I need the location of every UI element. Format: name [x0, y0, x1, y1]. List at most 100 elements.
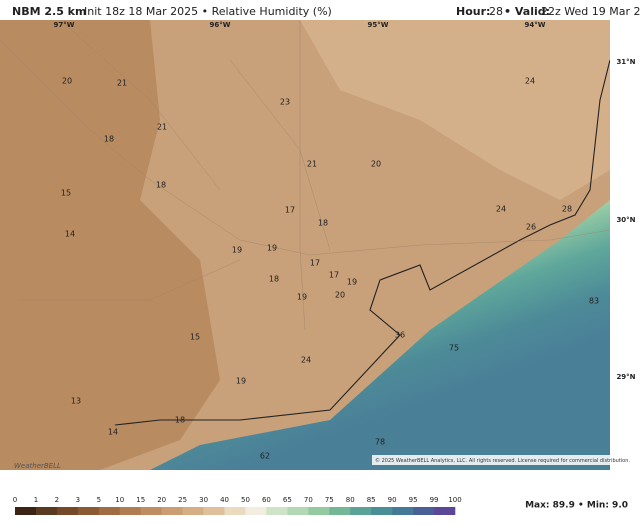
point-value: 83 [589, 297, 599, 306]
point-value: 17 [285, 206, 295, 215]
point-value: 19 [267, 244, 277, 253]
colorbar-swatch [434, 507, 456, 515]
colorbar-label: 60 [262, 496, 271, 504]
copyright-box [372, 455, 610, 465]
colorbar-swatch [77, 507, 100, 515]
colorbar-label: 70 [304, 496, 313, 504]
point-value: 15 [190, 333, 200, 342]
point-value: 36 [395, 331, 405, 340]
logo: WeatherBELL [14, 462, 61, 470]
colorbar-label: 40 [220, 496, 229, 504]
roads-borders [0, 19, 611, 331]
colorbar-swatch [266, 507, 288, 515]
colorbar-label: 80 [346, 496, 355, 504]
point-value: 15 [61, 189, 71, 198]
colorbar-label: 65 [283, 496, 292, 504]
colorbar-label: 85 [367, 496, 376, 504]
point-value: 18 [318, 219, 328, 228]
point-value: 23 [280, 98, 290, 107]
valid-time: 22z Wed 19 Mar 2025 [541, 5, 640, 18]
latitude-label: 29°N [616, 373, 635, 381]
point-value: 21 [117, 79, 127, 88]
point-value: 21 [307, 160, 317, 169]
colorbar-swatch [308, 507, 330, 515]
header-bar [0, 0, 640, 20]
point-value: 20 [335, 291, 345, 300]
point-value: 26 [526, 223, 536, 232]
colorbar-swatch [245, 507, 267, 515]
point-value: 19 [236, 377, 246, 386]
point-value: 75 [449, 344, 459, 353]
point-value: 18 [104, 135, 114, 144]
point-value: 18 [269, 275, 279, 284]
colorbar-swatch [56, 507, 79, 515]
colorbar-label: 90 [388, 496, 397, 504]
point-value: 18 [175, 416, 185, 425]
point-value: 18 [156, 181, 166, 190]
colorbar-label: 100 [448, 496, 461, 504]
colorbar-label: 0 [13, 496, 17, 504]
point-value: 17 [310, 259, 320, 268]
longitude-label: 95°W [368, 21, 389, 29]
colorbar-label: 95 [409, 496, 418, 504]
colorbar-label: 75 [325, 496, 334, 504]
valid-label: • Valid: [504, 5, 550, 18]
point-value: 19 [297, 293, 307, 302]
colorbar-label: 5 [97, 496, 101, 504]
right-margin [610, 20, 640, 470]
colorbar-label: 15 [136, 496, 145, 504]
colorbar-swatch [329, 507, 351, 515]
colorbar-label: 99 [430, 496, 439, 504]
point-value: 19 [347, 278, 357, 287]
colorbar-swatch [371, 507, 393, 515]
colorbar-swatch [392, 507, 414, 515]
colorbar-swatch [15, 507, 37, 515]
gulf [150, 200, 610, 470]
colorbar-label: 3 [76, 496, 80, 504]
colorbar-label: 10 [115, 496, 124, 504]
hour-label: Hour: [456, 5, 490, 18]
longitude-label: 94°W [525, 21, 546, 29]
colorbar-label: 30 [199, 496, 208, 504]
dry-west [0, 20, 220, 470]
colorbar-swatch [182, 507, 204, 515]
colorbar-swatch [287, 507, 309, 515]
point-value: 20 [371, 160, 381, 169]
colorbar-label: 2 [55, 496, 59, 504]
hour: 28 [489, 5, 503, 18]
point-value: 21 [157, 123, 167, 132]
colorbar-swatch [224, 507, 246, 515]
point-value: 24 [496, 205, 506, 214]
point-value: 14 [108, 428, 118, 437]
colorbar-swatch [119, 507, 142, 515]
copyright: © 2025 WeatherBELL Analytics, LLC. All r… [375, 457, 630, 464]
colorbar-swatch [161, 507, 183, 515]
colorbar-label: 20 [157, 496, 166, 504]
model-name: NBM 2.5 km [12, 5, 86, 18]
point-value: 24 [301, 356, 311, 365]
point-value: 28 [562, 205, 572, 214]
point-value: 24 [525, 77, 535, 86]
point-value: 78 [375, 438, 385, 447]
point-value: 20 [62, 77, 72, 86]
point-value: 14 [65, 230, 75, 239]
coastline [114, 59, 611, 426]
colorbar-label: 1 [34, 496, 38, 504]
moist-north [300, 20, 610, 200]
colorbar-swatch [98, 507, 121, 515]
latitude-label: 30°N [616, 216, 635, 224]
colorbar-swatch [140, 507, 162, 515]
longitude-label: 96°W [210, 21, 231, 29]
colorbar-swatch [350, 507, 372, 515]
subtitle: Init 18z 18 Mar 2025 • Relative Humidity… [84, 5, 332, 18]
max-min: Max: 89.9 • Min: 9.0 [525, 501, 628, 511]
longitude-label: 97°W [54, 21, 75, 29]
colorbar-label: 50 [241, 496, 250, 504]
latitude-label: 31°N [616, 58, 635, 66]
point-value: 17 [329, 271, 339, 280]
point-value: 13 [71, 397, 81, 406]
point-value: 62 [260, 452, 270, 461]
point-value: 19 [232, 246, 242, 255]
